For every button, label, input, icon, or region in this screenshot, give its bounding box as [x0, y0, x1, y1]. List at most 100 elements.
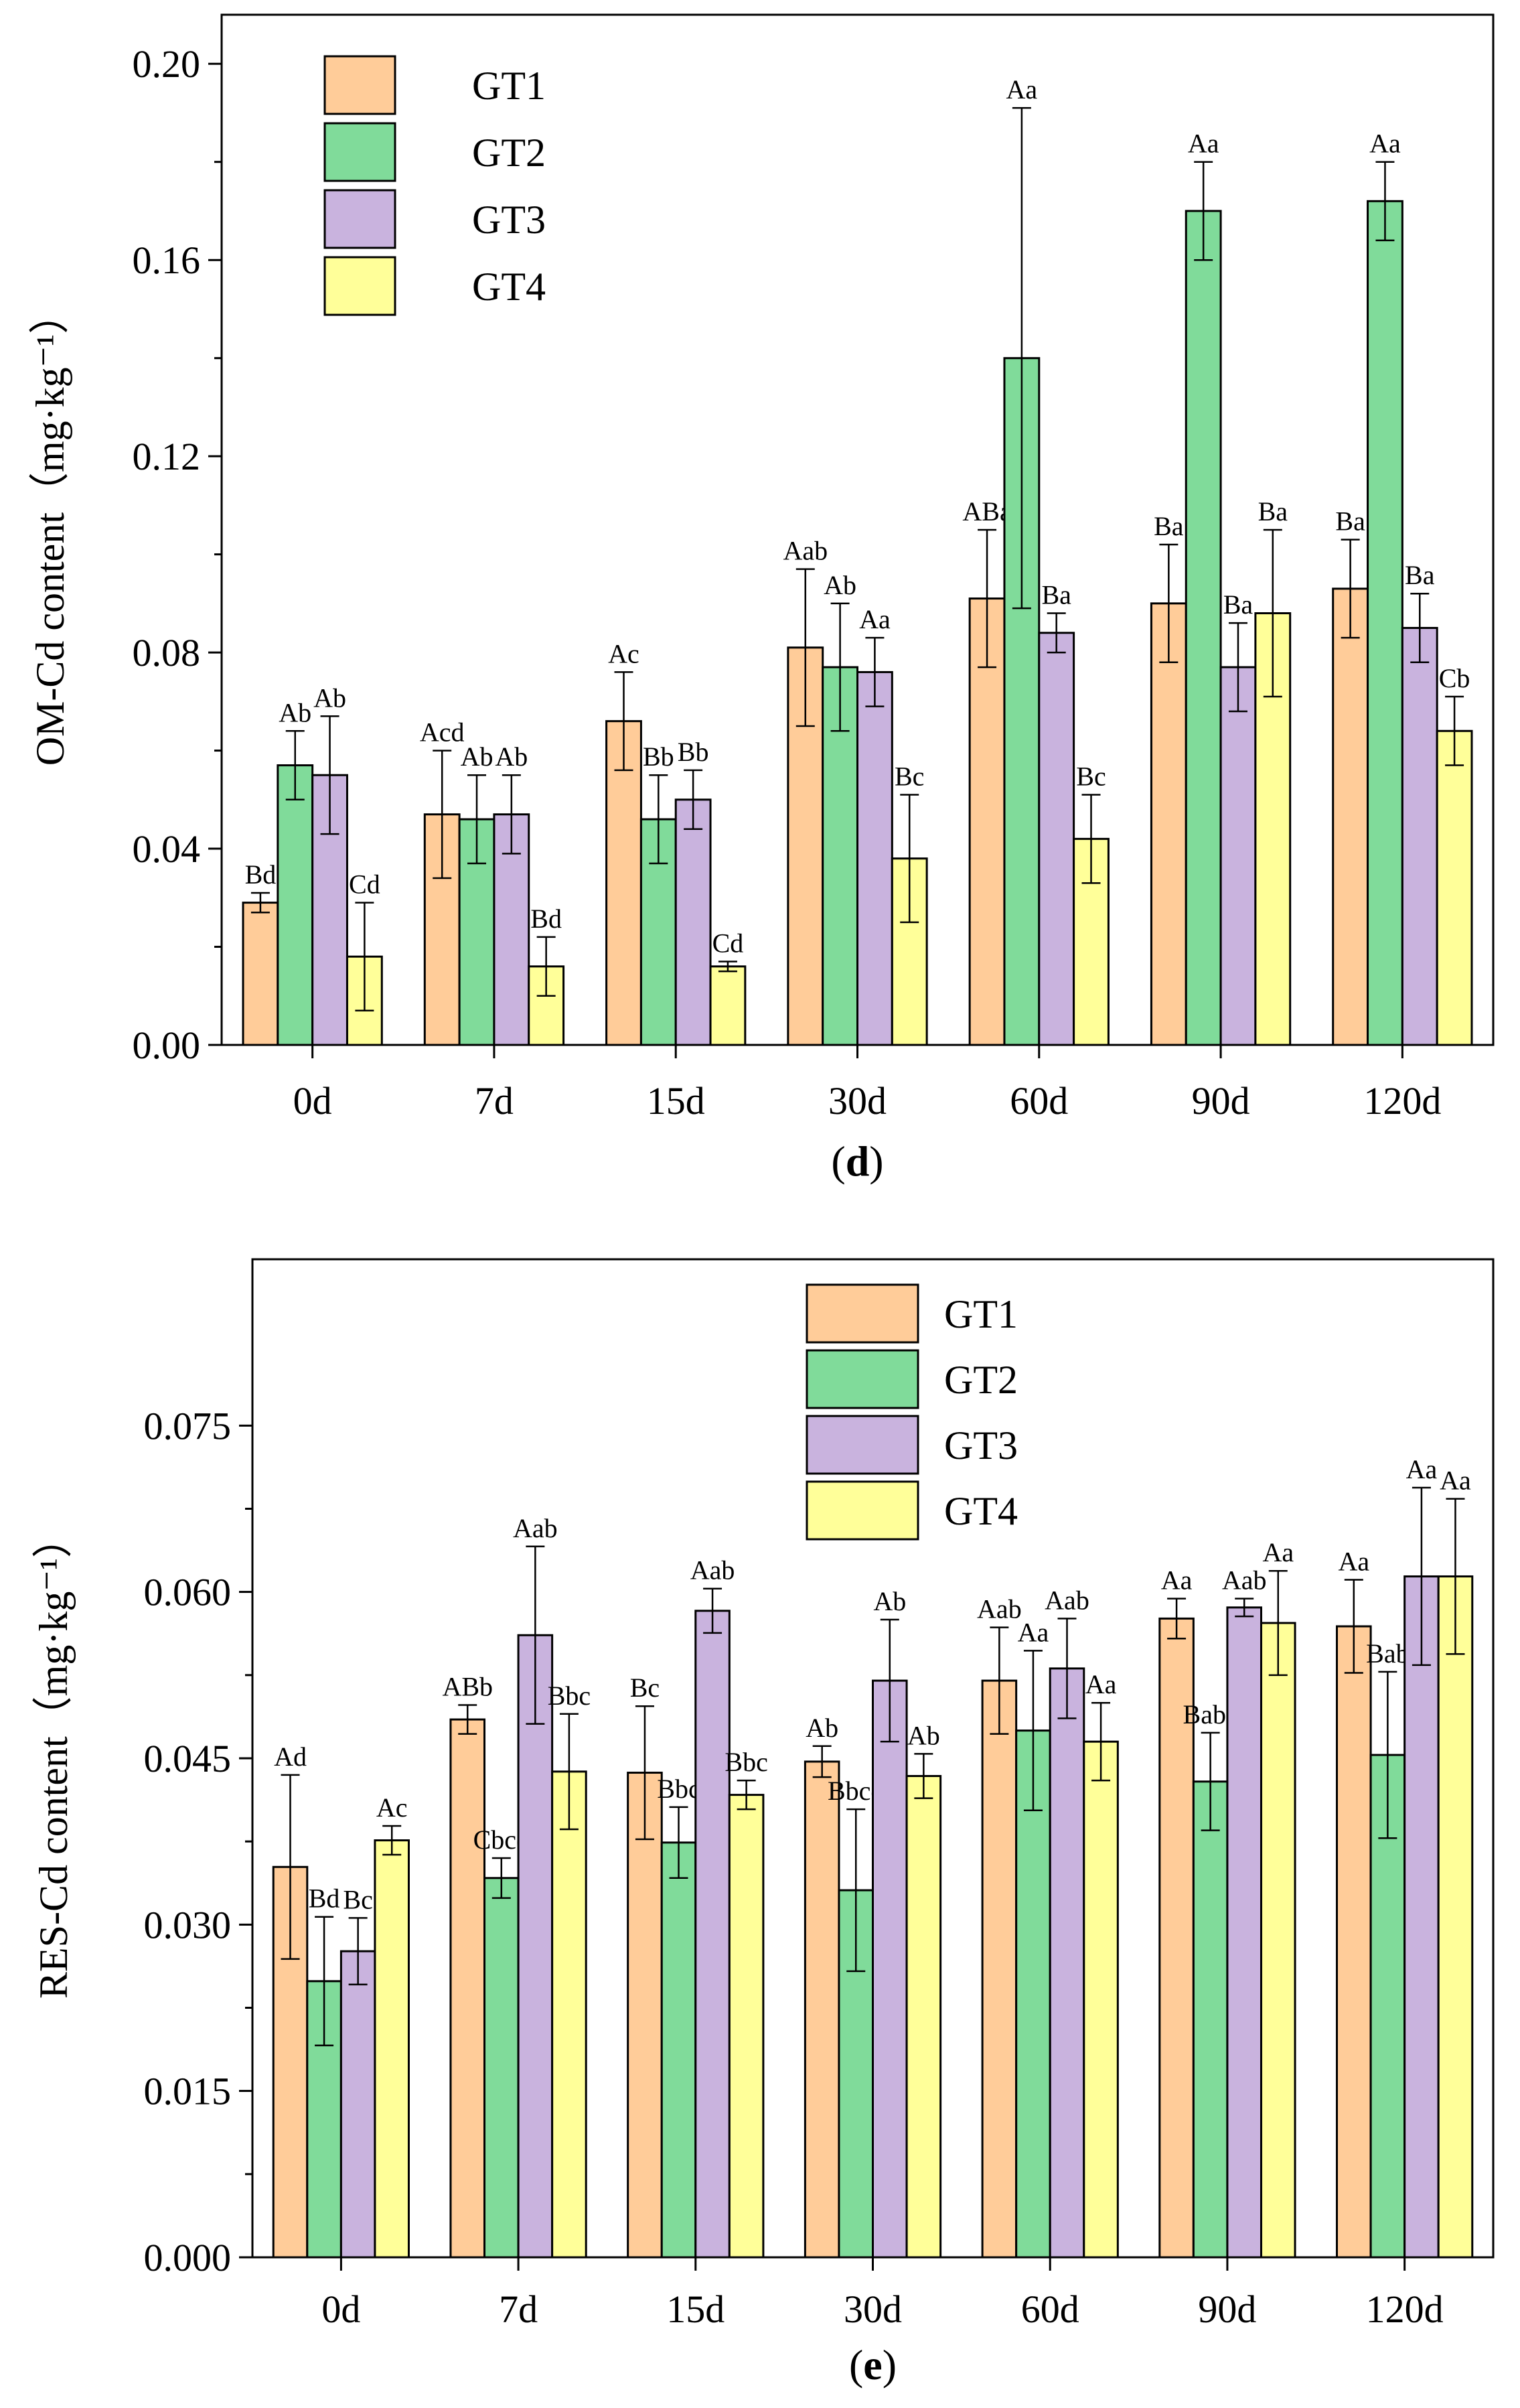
error-bar-gt3-7d — [502, 774, 521, 855]
legend-swatch-gt4 — [323, 256, 396, 316]
significance-label: Bc — [630, 1673, 660, 1703]
x-tick-label: 120d — [1366, 2287, 1444, 2331]
error-bar-gt3-60d — [1047, 612, 1066, 654]
bar-gt4-120d — [1436, 729, 1473, 1046]
significance-label: Aa — [1369, 129, 1401, 159]
significance-label: Ba — [1041, 580, 1071, 610]
legend: GT1 GT2 GT3 GT4 — [806, 1283, 1018, 1541]
bar-gt3-7d — [517, 1634, 554, 2259]
bar-gt1-90d — [1158, 1617, 1195, 2259]
legend-label-gt1: GT1 — [472, 64, 546, 108]
significance-label: Aa — [1406, 1454, 1438, 1484]
significance-label: Aa — [1440, 1466, 1471, 1496]
bar-gt1-0d — [242, 902, 279, 1046]
error-bar-gt4-7d — [559, 1713, 579, 1831]
significance-label: Aab — [513, 1513, 558, 1543]
bar-gt3-120d — [1403, 1575, 1440, 2259]
significance-label: Cd — [349, 869, 380, 900]
error-bar-gt2-0d — [315, 1916, 334, 2047]
significance-label: Cd — [712, 928, 744, 958]
error-bar-gt3-90d — [1235, 1598, 1254, 1618]
y-tick-label: 0.20 — [133, 42, 201, 86]
error-bar-gt2-120d — [1378, 1671, 1397, 1839]
bar-gt3-120d — [1401, 626, 1438, 1046]
error-bar-gt2-0d — [285, 730, 305, 801]
significance-label: Aa — [1085, 1669, 1117, 1699]
legend-swatch-gt3 — [806, 1415, 919, 1475]
legend-label-gt2: GT2 — [944, 1358, 1018, 1402]
legend-label-gt3: GT3 — [944, 1423, 1018, 1468]
significance-label: Bbc — [548, 1681, 591, 1711]
error-bar-gt1-0d — [250, 892, 270, 914]
significance-label: Bd — [309, 1884, 340, 1914]
error-bar-gt3-120d — [1412, 1486, 1431, 1667]
panel-label-open: ( — [849, 2341, 863, 2389]
y-tick-label: 0.060 — [144, 1571, 232, 1614]
significance-label: Ab — [873, 1586, 906, 1616]
bar-gt3-15d — [694, 1610, 731, 2259]
significance-label: Bab — [1366, 1638, 1409, 1669]
significance-label: Ba — [1223, 589, 1253, 620]
significance-label: Ab — [495, 741, 528, 772]
legend-swatch-gt3 — [323, 189, 396, 249]
significance-label: Bb — [678, 737, 709, 767]
significance-label: Aa — [859, 604, 891, 634]
significance-label: Aab — [1045, 1585, 1089, 1615]
bar-gt3-30d — [856, 670, 893, 1046]
y-tick-label: 0.000 — [144, 2236, 232, 2279]
y-tick-label: 0.08 — [133, 631, 201, 675]
error-bar-gt4-0d — [355, 902, 374, 1011]
bar-gt2-120d — [1367, 200, 1403, 1046]
error-bar-gt1-90d — [1167, 1598, 1187, 1640]
x-tick-label: 15d — [666, 2287, 725, 2331]
panel-label-close: ) — [883, 2341, 897, 2389]
bar-gt2-90d — [1192, 1780, 1229, 2259]
error-bar-gt2-120d — [1375, 161, 1395, 242]
bar-gt3-90d — [1219, 666, 1257, 1046]
significance-label: Ab — [806, 1713, 838, 1743]
significance-label: Ab — [313, 683, 346, 713]
x-tick-label: 7d — [499, 2287, 538, 2331]
error-bar-gt2-90d — [1201, 1731, 1220, 1831]
error-bar-gt1-30d — [795, 568, 815, 727]
error-bar-gt2-60d — [1012, 107, 1031, 610]
significance-label: Aab — [783, 536, 828, 566]
significance-label: Bbc — [657, 1774, 700, 1804]
bar-gt3-60d — [1049, 1667, 1085, 2259]
x-tick-label: 0d — [293, 1079, 332, 1123]
significance-label: Aa — [1338, 1546, 1369, 1576]
x-tick-label: 30d — [844, 2287, 902, 2331]
significance-label: Bd — [530, 904, 562, 934]
x-tick-label: 0d — [321, 2287, 360, 2331]
legend: GT1 GT2 GT3 GT4 — [323, 55, 546, 316]
bar-gt1-30d — [804, 1760, 840, 2259]
y-tick-label: 0.075 — [144, 1404, 232, 1447]
panel-label-open: ( — [831, 1137, 845, 1185]
significance-label: ABb — [442, 1672, 493, 1702]
bar-gt4-15d — [709, 965, 747, 1046]
error-bar-gt1-15d — [635, 1705, 654, 1841]
x-tick-label: 60d — [1010, 1079, 1068, 1123]
significance-label: Ba — [1258, 496, 1288, 526]
significance-label: Aa — [1188, 129, 1219, 159]
error-bar-gt4-0d — [382, 1825, 402, 1856]
error-bar-gt2-7d — [467, 774, 487, 865]
legend-swatch-gt2 — [806, 1349, 919, 1409]
bar-gt2-7d — [483, 1877, 520, 2259]
error-bar-gt4-30d — [914, 1753, 933, 1799]
legend-swatch-gt2 — [323, 122, 396, 182]
significance-label: Ab — [461, 741, 493, 772]
error-bar-gt2-30d — [830, 602, 850, 732]
error-bar-gt2-30d — [846, 1808, 866, 1973]
bar-gt4-90d — [1260, 1622, 1296, 2259]
error-bar-gt3-0d — [320, 715, 339, 835]
legend-label-gt1: GT1 — [944, 1292, 1018, 1336]
significance-label: Aa — [1006, 74, 1038, 104]
error-bar-gt1-60d — [978, 528, 997, 668]
error-bar-gt2-15d — [669, 1806, 688, 1880]
significance-label: Aab — [977, 1594, 1022, 1624]
error-bar-gt1-120d — [1341, 539, 1360, 639]
bar-gt1-90d — [1150, 602, 1187, 1046]
